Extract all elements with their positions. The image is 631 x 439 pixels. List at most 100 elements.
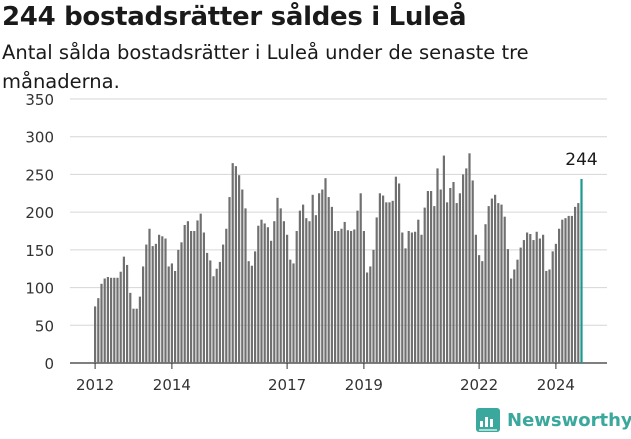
bar (529, 234, 532, 363)
bar (420, 234, 423, 363)
x-tick-label: 2017 (268, 376, 306, 394)
bar (542, 234, 545, 363)
bar (174, 270, 177, 363)
bar (183, 224, 186, 363)
chart-title: 244 bostadsrätter såldes i Luleå (2, 2, 467, 32)
y-tick-label: 300 (25, 129, 54, 147)
bar (497, 203, 500, 363)
bar (193, 231, 196, 363)
bar (558, 228, 561, 363)
chart-subtitle: Antal sålda bostadsrätter i Luleå under … (2, 41, 529, 93)
bar (423, 207, 426, 363)
bar (241, 189, 244, 363)
bar (286, 234, 289, 363)
bar (468, 153, 471, 363)
bar (199, 213, 202, 363)
bar (407, 231, 410, 363)
bar (254, 251, 257, 363)
bar (113, 277, 116, 363)
y-tick-label: 250 (25, 166, 54, 184)
bar (305, 218, 308, 363)
bar (378, 193, 381, 363)
bar (474, 234, 477, 363)
bar (516, 259, 519, 363)
newsworthy-logo-icon (476, 408, 500, 432)
bar (94, 306, 97, 363)
bar (132, 308, 135, 363)
bar (462, 174, 465, 363)
bar (167, 266, 170, 363)
bar (302, 204, 305, 363)
bar (574, 206, 577, 363)
bar (202, 232, 205, 363)
bar (324, 178, 327, 363)
bar (158, 234, 161, 363)
bar (369, 266, 372, 363)
bar (148, 228, 151, 363)
bar (308, 221, 311, 363)
bar (231, 163, 234, 363)
bar (314, 215, 317, 363)
bar (465, 168, 468, 363)
bar (289, 259, 292, 363)
bar (318, 193, 321, 363)
bar (129, 292, 132, 363)
bar (215, 268, 218, 363)
bar (417, 219, 420, 363)
bar (478, 255, 481, 363)
bar (334, 231, 337, 363)
newsworthy-brand[interactable]: Newsworthy (476, 408, 631, 432)
bar (356, 210, 359, 363)
bar (337, 231, 340, 363)
bar (404, 248, 407, 363)
bar (343, 221, 346, 363)
bar (494, 194, 497, 363)
bar (455, 203, 458, 363)
bar (330, 206, 333, 363)
bar (484, 224, 487, 363)
bar (298, 210, 301, 363)
bar (346, 230, 349, 363)
bar (273, 221, 276, 363)
highlight-bar (580, 178, 583, 363)
bar (228, 197, 231, 363)
bar (481, 261, 484, 363)
bar (359, 193, 362, 363)
bar (436, 168, 439, 363)
bar (250, 265, 253, 363)
bar (106, 277, 109, 363)
bar (97, 298, 100, 363)
x-tick-label: 2014 (153, 376, 191, 394)
bar (519, 247, 522, 363)
bar (506, 249, 509, 363)
bar (295, 231, 298, 363)
bar (279, 208, 282, 363)
bar (500, 204, 503, 363)
bar (244, 208, 247, 363)
bar (138, 296, 141, 363)
bar (513, 269, 516, 363)
bar (522, 240, 525, 363)
bar (570, 215, 573, 363)
bar (103, 278, 106, 363)
bar (135, 308, 138, 363)
y-tick-label: 200 (25, 204, 54, 222)
bar (247, 261, 250, 363)
bar (490, 198, 493, 363)
bar (311, 194, 314, 363)
bar (238, 175, 241, 363)
bar (234, 166, 237, 363)
bar (353, 229, 356, 363)
bar (375, 217, 378, 363)
bar (398, 183, 401, 363)
bar (209, 260, 212, 363)
bar (535, 231, 538, 363)
bar (487, 206, 490, 363)
y-tick-label: 50 (35, 317, 54, 335)
bar (526, 232, 529, 363)
bar (538, 238, 541, 363)
bar (442, 155, 445, 363)
bar (151, 246, 154, 363)
bar (458, 193, 461, 363)
